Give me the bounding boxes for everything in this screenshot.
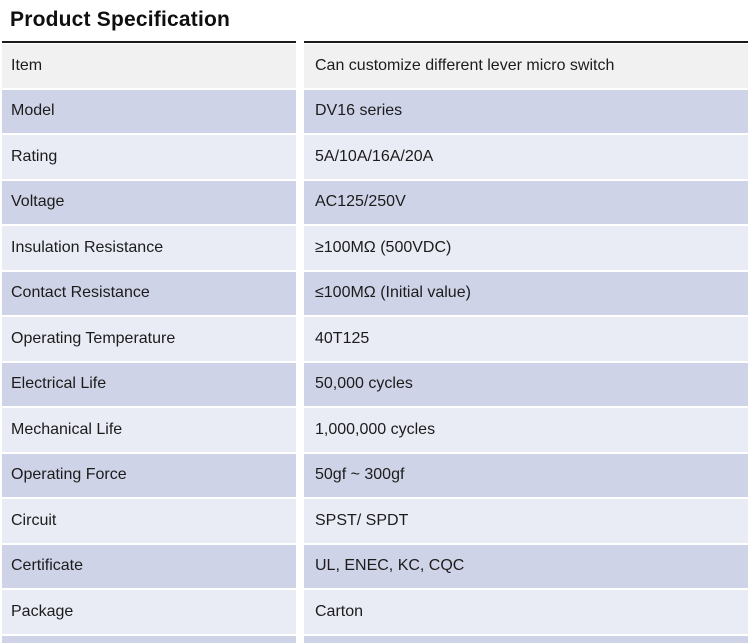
table-top-border-right bbox=[304, 41, 748, 43]
column-divider-gap bbox=[296, 545, 304, 589]
spec-label-cell: Insulation Resistance bbox=[2, 226, 296, 270]
spec-value-cell: UL, ENEC, KC, CQC bbox=[304, 544, 748, 588]
spec-value-cell: ≤100MΩ (Initial value) bbox=[304, 271, 748, 315]
spec-label-cell: Model bbox=[2, 89, 296, 133]
table-row-certificate: Certificate UL, ENEC, KC, CQC bbox=[2, 544, 748, 589]
table-row-item: Item Can customize different lever micro… bbox=[2, 44, 748, 88]
column-divider-gap bbox=[296, 90, 304, 134]
spec-value-cell: DV16 series bbox=[304, 89, 748, 133]
spec-label-cell: Rating bbox=[2, 135, 296, 179]
column-divider-gap bbox=[296, 226, 304, 270]
spec-value-cell: Carton bbox=[304, 590, 748, 634]
table-row-voltage: Voltage AC125/250V bbox=[2, 180, 748, 225]
table-row-circuit: Circuit SPST/ SPDT bbox=[2, 499, 748, 543]
column-divider-gap bbox=[296, 135, 304, 179]
table-row-electrical-life: Electrical Life 50,000 cycles bbox=[2, 362, 748, 407]
table-row-insulation-resistance: Insulation Resistance ≥100MΩ (500VDC) bbox=[2, 226, 748, 270]
spec-value-cell: AC125/250V bbox=[304, 180, 748, 224]
column-divider-gap bbox=[296, 590, 304, 634]
spec-value-cell: ≥100MΩ (500VDC) bbox=[304, 226, 748, 270]
column-divider-gap bbox=[296, 181, 304, 225]
column-divider-gap bbox=[296, 44, 304, 88]
page-title: Product Specification bbox=[10, 8, 231, 31]
spec-label-cell: Item bbox=[2, 44, 296, 88]
spec-label-cell: Operating Force bbox=[2, 453, 296, 497]
spec-value-cell: SPST/ SPDT bbox=[304, 499, 748, 543]
column-divider-gap bbox=[296, 317, 304, 361]
table-top-border-left bbox=[2, 41, 296, 43]
spec-label-cell: Package bbox=[2, 590, 296, 634]
spec-label-cell: Certificate bbox=[2, 544, 296, 588]
column-divider-gap bbox=[296, 408, 304, 452]
spec-value-cell: 1,000,000 cycles bbox=[304, 408, 748, 452]
table-row-partial-cutoff bbox=[2, 635, 748, 644]
table-row-mechanical-life: Mechanical Life 1,000,000 cycles bbox=[2, 408, 748, 452]
column-divider-gap bbox=[296, 363, 304, 407]
column-divider-gap bbox=[296, 499, 304, 543]
column-divider-gap bbox=[296, 41, 304, 43]
spec-value-cell: 5A/10A/16A/20A bbox=[304, 135, 748, 179]
spec-label-cell: Contact Resistance bbox=[2, 271, 296, 315]
table-row-operating-temperature: Operating Temperature 40T125 bbox=[2, 317, 748, 361]
column-divider-gap bbox=[296, 454, 304, 498]
spec-value-cell: 40T125 bbox=[304, 317, 748, 361]
spec-value-cell: 50gf ~ 300gf bbox=[304, 453, 748, 497]
spec-label-cell: Voltage bbox=[2, 180, 296, 224]
column-divider-gap bbox=[296, 272, 304, 316]
spec-value-cell: 50,000 cycles bbox=[304, 362, 748, 406]
spec-label-cell: Circuit bbox=[2, 499, 296, 543]
spec-label-cell: Operating Temperature bbox=[2, 317, 296, 361]
column-divider-gap bbox=[296, 636, 304, 644]
product-specification-table: Item Can customize different lever micro… bbox=[2, 41, 748, 643]
partial-row-left bbox=[2, 635, 296, 643]
table-row-operating-force: Operating Force 50gf ~ 300gf bbox=[2, 453, 748, 498]
table-top-border bbox=[2, 41, 748, 43]
partial-row-right bbox=[304, 635, 748, 643]
table-row-rating: Rating 5A/10A/16A/20A bbox=[2, 135, 748, 179]
spec-label-cell: Electrical Life bbox=[2, 362, 296, 406]
table-row-model: Model DV16 series bbox=[2, 89, 748, 134]
spec-value-cell: Can customize different lever micro swit… bbox=[304, 44, 748, 88]
table-row-contact-resistance: Contact Resistance ≤100MΩ (Initial value… bbox=[2, 271, 748, 316]
spec-label-cell: Mechanical Life bbox=[2, 408, 296, 452]
table-row-package: Package Carton bbox=[2, 590, 748, 634]
